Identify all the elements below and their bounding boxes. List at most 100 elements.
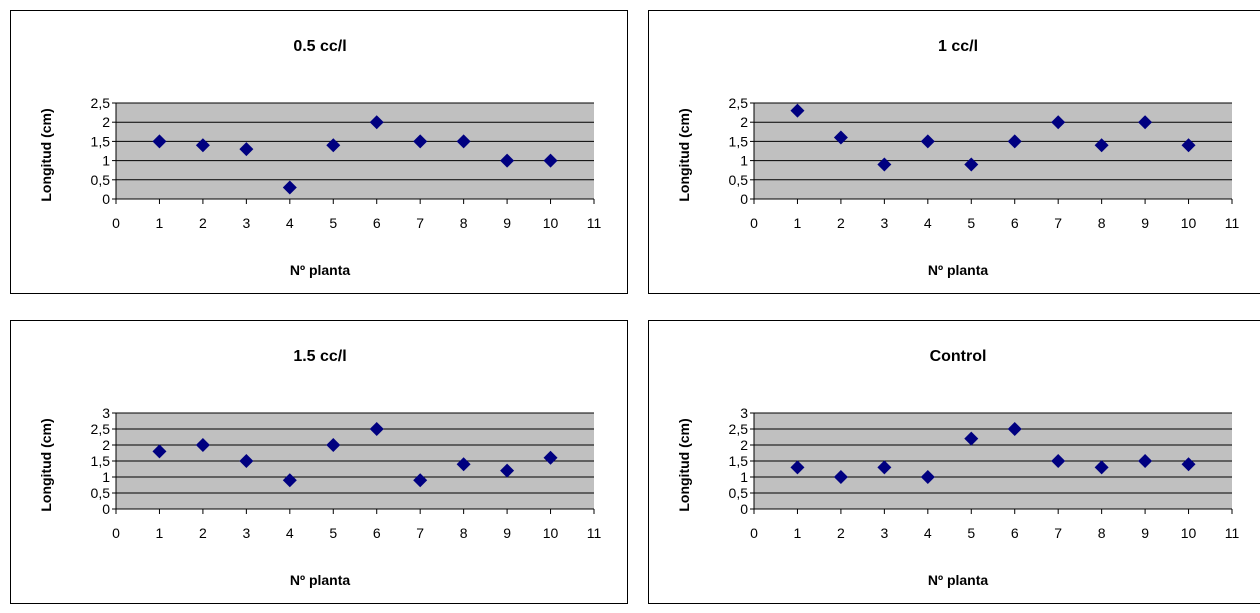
x-tick-label: 8 — [1098, 525, 1106, 541]
y-axis-label: Longitud (cm) — [38, 418, 54, 511]
x-axis-label: Nº planta — [290, 572, 351, 588]
x-tick-label: 10 — [543, 215, 559, 231]
data-point-marker — [326, 438, 341, 452]
y-tick-label: 1 — [102, 469, 110, 485]
x-tick-label: 1 — [794, 525, 802, 541]
data-point-marker — [500, 463, 515, 478]
chart-svg: Control 00,511,522,530 1 2 3 4 5 6 7 8 9 10 11 Nº p… — [676, 348, 1239, 588]
x-tick-label: 0 — [750, 215, 758, 231]
plot-background — [754, 103, 1232, 199]
data-point-marker — [877, 460, 892, 475]
data-point-marker — [543, 153, 558, 168]
data-point-marker — [326, 138, 341, 153]
x-tick-label: 8 — [460, 525, 468, 541]
x-tick-label: 6 — [1011, 525, 1019, 541]
data-point-marker — [500, 153, 515, 168]
y-tick-label: 3 — [740, 405, 748, 421]
chart-panel-1-cc-l: 1 cc/l 0 0,5 1 1,5 2 2,5 0 1 2 3 4 5 6 7 8 9 10 11 Nº pla… — [648, 10, 1260, 294]
chart-title: 0.5 cc/l — [293, 38, 346, 55]
plot-background — [116, 103, 594, 199]
data-point-marker — [195, 438, 210, 452]
x-tick-label: 2 — [199, 215, 207, 231]
x-tick-label: 9 — [1141, 215, 1149, 231]
x-tick-label: 11 — [1225, 215, 1240, 231]
y-tick-label: 2,5 — [91, 95, 111, 111]
x-tick-label: 7 — [1054, 215, 1062, 231]
data-point-marker — [1138, 454, 1153, 468]
x-tick-label: 4 — [924, 525, 932, 541]
x-tick-label: 1 — [156, 525, 164, 541]
y-tick-label: 0 — [102, 191, 110, 207]
data-point-marker — [239, 454, 254, 468]
data-point-marker — [1181, 457, 1196, 472]
x-tick-label: 2 — [837, 215, 845, 231]
x-tick-label: 11 — [587, 525, 602, 541]
plot-area: 00,511,522,530 1 2 3 4 5 6 7 8 9 10 11 — [91, 405, 602, 541]
x-tick-label: 1 — [794, 215, 802, 231]
data-point-marker — [152, 134, 167, 149]
y-tick-label: 0,5 — [729, 485, 749, 501]
data-point-marker — [282, 473, 297, 488]
data-point-marker — [1181, 138, 1196, 153]
y-axis-label: Longitud (cm) — [676, 418, 692, 511]
y-tick-label: 1,5 — [91, 453, 111, 469]
data-point-marker — [1094, 460, 1109, 475]
x-tick-label: 5 — [967, 525, 975, 541]
x-tick-label: 9 — [1141, 525, 1149, 541]
x-tick-label: 4 — [286, 215, 294, 231]
chart-title: 1.5 cc/l — [293, 348, 346, 365]
y-tick-label: 0,5 — [91, 485, 111, 501]
x-tick-label: 3 — [242, 215, 250, 231]
y-tick-label: 1,5 — [729, 133, 749, 149]
x-tick-label: 6 — [373, 215, 381, 231]
plot-area: 0 0,5 1 1,5 2 2,5 0 1 2 3 4 5 6 7 8 9 10 11 — [91, 95, 602, 231]
data-point-marker — [456, 457, 471, 472]
x-tick-label: 7 — [416, 215, 424, 231]
data-point-marker — [152, 444, 167, 459]
chart-svg: 0.5 cc/l 0 0,5 1 1,5 2 2,5 0 1 2 3 4 5 6 7 8 9 10 11 Nº p… — [38, 38, 602, 278]
x-tick-label: 1 — [156, 215, 164, 231]
y-tick-label: 1,5 — [91, 133, 111, 149]
x-tick-label: 4 — [286, 525, 294, 541]
chart-title: 1 cc/l — [938, 38, 978, 55]
y-tick-label: 0,5 — [729, 172, 749, 188]
x-axis-label: Nº planta — [290, 262, 351, 278]
x-tick-label: 2 — [837, 525, 845, 541]
x-tick-label: 3 — [880, 525, 888, 541]
y-tick-label: 2,5 — [729, 421, 749, 437]
y-tick-label: 0,5 — [91, 172, 111, 188]
x-tick-label: 10 — [543, 525, 559, 541]
data-point-marker — [790, 460, 805, 475]
data-point-marker — [833, 470, 848, 484]
data-point-marker — [1094, 138, 1109, 153]
data-point-marker — [369, 422, 384, 436]
x-tick-label: 11 — [587, 215, 602, 231]
x-axis-label: Nº planta — [928, 572, 989, 588]
y-tick-label: 2,5 — [91, 421, 111, 437]
chart-panel-1-5-cc-l: 1.5 cc/l 0 0,5 1 1,5 2 2,5 3 0 1 2 3 4 5 6 7 8 9 10 11 Nº … — [10, 320, 628, 604]
data-point-marker — [239, 142, 254, 157]
x-tick-label: 4 — [924, 215, 932, 231]
y-tick-label: 2 — [102, 114, 110, 130]
x-tick-label: 9 — [503, 215, 511, 231]
y-tick-label: 0 — [102, 501, 110, 517]
y-tick-label: 2 — [102, 437, 110, 453]
chart-svg: 1 cc/l 0 0,5 1 1,5 2 2,5 0 1 2 3 4 5 6 7 8 9 10 11 Nº pla… — [676, 38, 1240, 278]
chart-title: Control — [930, 348, 987, 365]
x-tick-label: 10 — [1181, 215, 1197, 231]
data-point-marker — [1138, 115, 1153, 130]
data-point-marker — [964, 431, 979, 446]
y-tick-label: 0 — [740, 501, 748, 517]
x-tick-label: 8 — [1098, 215, 1106, 231]
data-point-marker — [964, 157, 979, 172]
data-point-marker — [413, 473, 428, 488]
x-tick-label: 3 — [242, 525, 250, 541]
y-axis-label: Longitud (cm) — [676, 108, 692, 201]
data-point-marker — [790, 103, 805, 118]
x-tick-label: 5 — [329, 525, 337, 541]
y-tick-label: 0 — [740, 191, 748, 207]
plot-area: 0 0,5 1 1,5 2 2,5 0 1 2 3 4 5 6 7 8 9 10 11 — [729, 95, 1240, 231]
y-axis-label: Longitud (cm) — [38, 108, 54, 201]
x-tick-label: 5 — [329, 215, 337, 231]
data-point-marker — [1007, 134, 1022, 149]
